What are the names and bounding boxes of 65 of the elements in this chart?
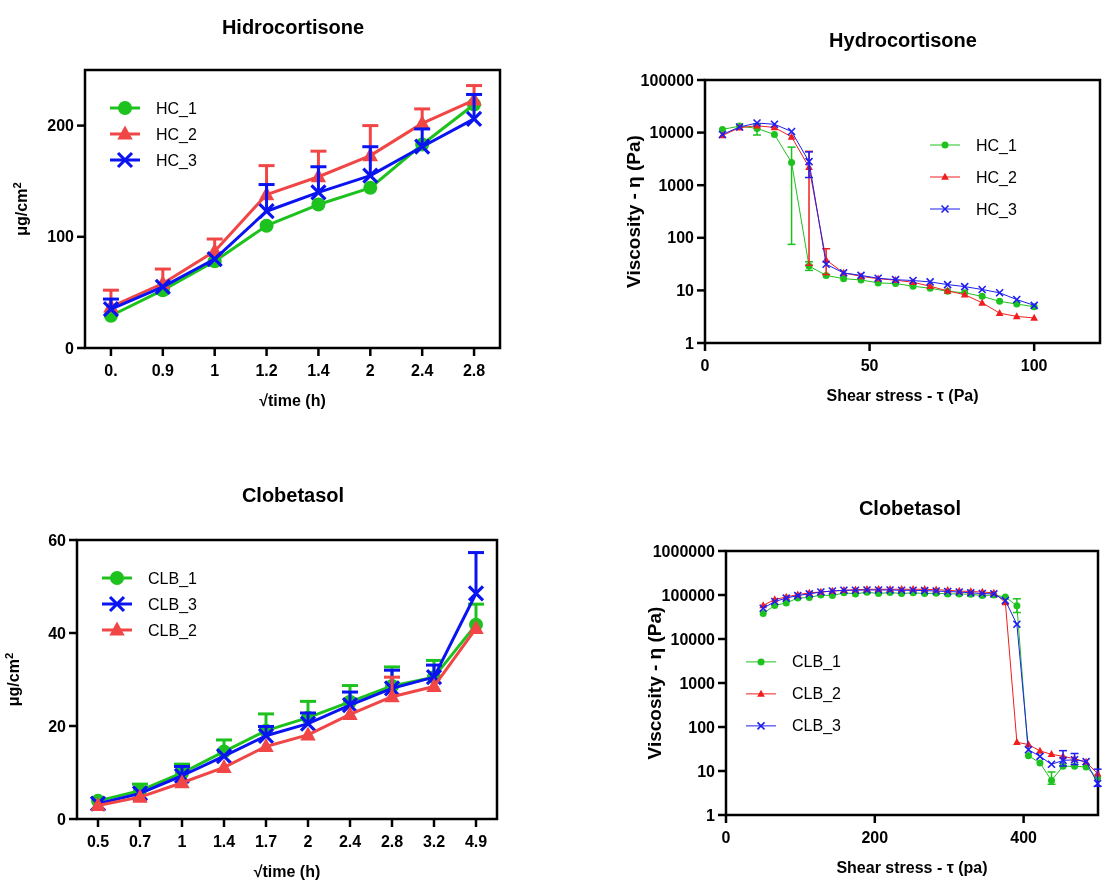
legend-label: CLB_2 [148, 621, 198, 640]
x-tick-label: 0.5 [86, 833, 110, 850]
y-tick-label: 10 [676, 282, 695, 299]
x-tick-label: 0 [721, 829, 731, 846]
x-tick-label: 2.4 [338, 833, 362, 850]
x-axis-title: Shear stress - τ (Pa) [826, 387, 979, 404]
y-tick-label: 1000000 [652, 542, 716, 560]
x-axis-title: √time (h) [259, 392, 326, 409]
legend-label: CLB_2 [792, 685, 842, 704]
y-tick-label: 60 [48, 531, 67, 549]
x-tick-label: 200 [861, 829, 889, 846]
y-tick-label: 100 [47, 228, 75, 246]
legend-label: HC_2 [976, 168, 1018, 187]
legend-label: HC_3 [976, 200, 1018, 219]
legend-label: HC_2 [156, 125, 198, 144]
x-tick-label: 50 [860, 357, 879, 374]
x-tick-label: 2.8 [462, 362, 486, 379]
x-tick-label: 1.2 [255, 362, 278, 379]
legend-label: CLB_3 [792, 717, 842, 736]
y-axis-title: Viscosity - η (Pa) [623, 135, 644, 288]
y-tick-label: 1000 [679, 674, 716, 692]
x-axis-title: Shear stress - τ (pa) [836, 859, 988, 876]
chart-title: Clobetasol [241, 484, 345, 506]
chart-title: Clobetasol [858, 497, 962, 519]
x-tick-label: 0.7 [128, 833, 152, 850]
legend-label: HC_1 [976, 136, 1018, 155]
legend-label: CLB_1 [148, 569, 198, 588]
y-tick-label: 1 [685, 334, 695, 352]
y-tick-label: 0 [57, 810, 67, 828]
legend-label: CLB_3 [148, 595, 198, 614]
x-tick-label: 1 [210, 362, 220, 379]
x-tick-label: 2.8 [380, 833, 404, 850]
y-tick-label: 10000 [670, 630, 716, 648]
x-tick-label: 1.4 [212, 833, 236, 850]
chart-title: Hydrocortisone [829, 29, 977, 51]
y-tick-label: 100 [667, 229, 695, 247]
y-tick-label: 1000 [658, 176, 695, 194]
x-tick-label: 1.7 [254, 833, 278, 850]
x-tick-label: 3.2 [422, 833, 446, 850]
y-tick-label: 200 [47, 117, 75, 135]
x-tick-label: 1.4 [307, 362, 330, 379]
y-tick-label: 40 [48, 624, 67, 642]
y-tick-label: 100000 [640, 71, 695, 89]
x-tick-label: 1 [177, 833, 187, 850]
y-tick-label: 10000 [649, 124, 695, 142]
y-tick-label: 100 [688, 718, 716, 736]
y-tick-label: 10 [697, 762, 716, 780]
y-tick-label: 1 [706, 806, 716, 824]
x-axis-title: √time (h) [253, 863, 321, 880]
y-axis-title: Viscosity - η (Pa) [644, 606, 665, 760]
x-tick-label: 2 [365, 362, 375, 379]
y-tick-label: 0 [65, 339, 75, 357]
y-tick-label: 20 [48, 717, 67, 735]
legend-label: CLB_1 [792, 653, 842, 672]
legend-label: HC_3 [156, 151, 198, 170]
x-tick-label: 0.9 [151, 362, 175, 379]
y-tick-label: 100000 [661, 586, 716, 604]
x-tick-label: 100 [1020, 357, 1048, 374]
legend-label: HC_1 [156, 99, 198, 118]
x-tick-label: 2.4 [411, 362, 434, 379]
chart-title: Hidrocortisone [221, 16, 365, 38]
x-tick-label: 0. [104, 362, 118, 379]
x-tick-label: 4.9 [464, 833, 488, 850]
x-tick-label: 2 [303, 833, 313, 850]
x-tick-label: 400 [1010, 829, 1038, 846]
